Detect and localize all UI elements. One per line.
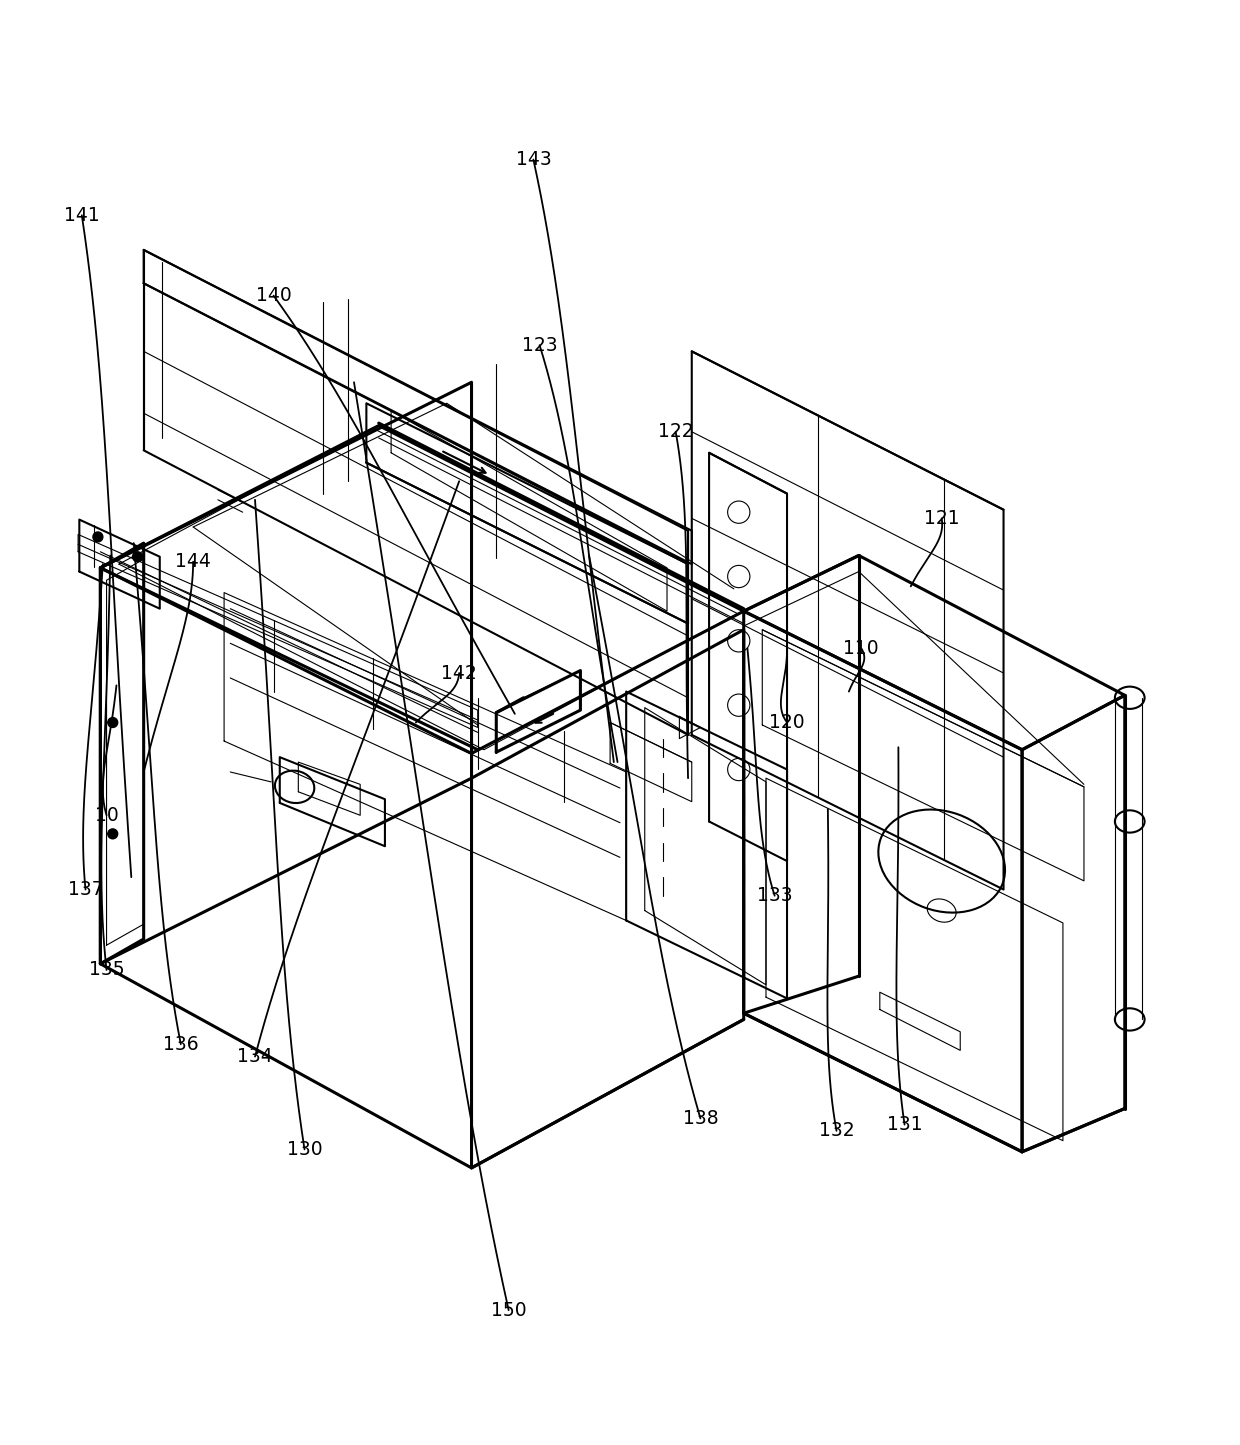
Text: 140: 140: [255, 286, 291, 305]
Text: 135: 135: [89, 961, 124, 980]
Circle shape: [133, 552, 143, 562]
Circle shape: [93, 532, 103, 542]
Text: 141: 141: [64, 205, 99, 225]
Text: 131: 131: [887, 1116, 923, 1134]
Text: 120: 120: [769, 712, 805, 733]
Text: 10: 10: [94, 806, 119, 825]
Text: 143: 143: [516, 150, 552, 169]
Text: 130: 130: [286, 1140, 322, 1159]
Text: 144: 144: [175, 552, 211, 571]
Text: 123: 123: [522, 335, 558, 354]
Text: 110: 110: [843, 639, 879, 657]
Text: 142: 142: [441, 663, 477, 682]
Text: 138: 138: [682, 1108, 718, 1129]
Circle shape: [108, 829, 118, 838]
Text: 134: 134: [237, 1048, 273, 1066]
Text: 133: 133: [756, 886, 792, 905]
Circle shape: [108, 718, 118, 727]
Text: 121: 121: [924, 509, 960, 527]
Text: 122: 122: [658, 422, 693, 441]
Text: 137: 137: [68, 880, 103, 899]
Text: 150: 150: [491, 1300, 527, 1319]
Text: 136: 136: [162, 1035, 198, 1053]
Text: 132: 132: [818, 1121, 854, 1140]
